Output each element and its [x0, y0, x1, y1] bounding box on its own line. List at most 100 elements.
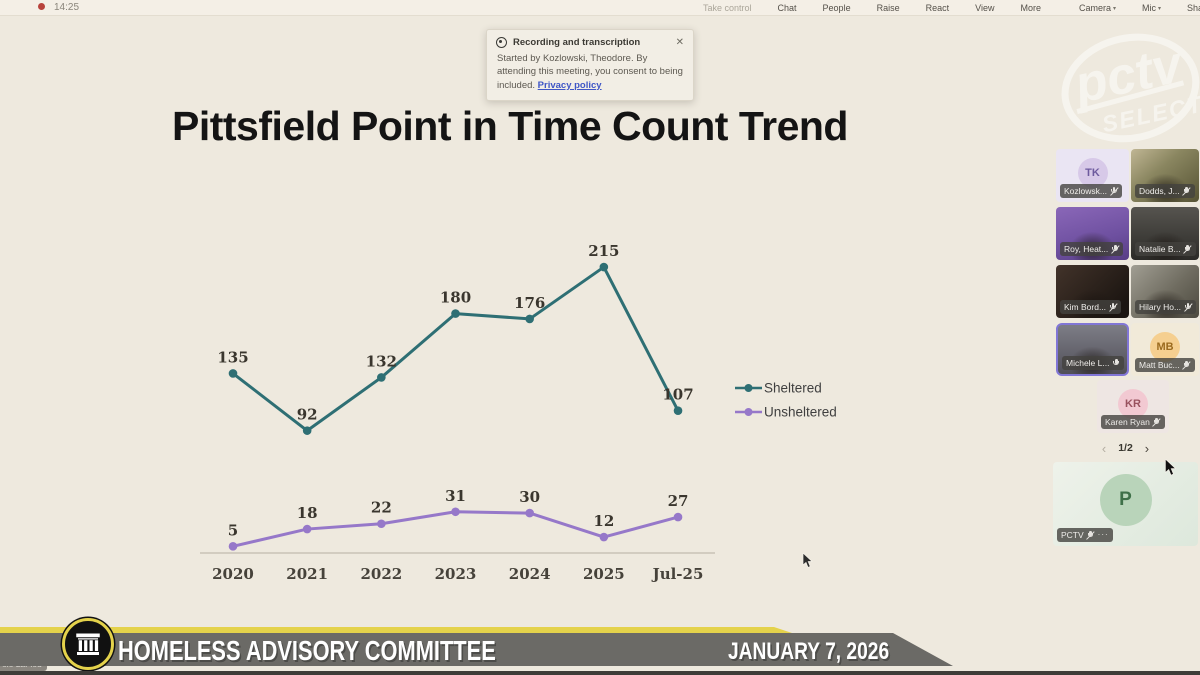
svg-text:22: 22 [371, 499, 392, 517]
mouse-cursor-icon [1165, 459, 1177, 476]
svg-text:Jul-25: Jul-25 [651, 565, 704, 583]
presenter-name-tag: ele LaFleu [0, 656, 47, 671]
svg-text:2024: 2024 [509, 565, 551, 583]
take-control-button[interactable]: Take control [703, 3, 752, 13]
mic-muted-icon [1183, 244, 1192, 254]
video-letterbox-edge [0, 671, 1200, 675]
participant-name-tag: Matt Buc... [1135, 358, 1195, 372]
participant-tile-hilary[interactable]: Hilary Ho... [1131, 265, 1199, 318]
trend-chart: 2020 2021 2022 2023 2024 2025 Jul-25 135 92 132 18… [200, 242, 837, 583]
close-icon[interactable]: ✕ [675, 37, 684, 48]
more-options-icon[interactable]: ··· [1097, 530, 1109, 539]
toast-title: Recording and transcription [513, 37, 641, 48]
svg-text:2021: 2021 [286, 565, 328, 583]
participant-tile-matt[interactable]: MB Matt Buc... [1131, 323, 1199, 376]
participant-tile-natalie[interactable]: Natalie B... [1131, 207, 1199, 260]
svg-text:18: 18 [297, 504, 318, 522]
banner-yellow-stripe [0, 627, 792, 633]
svg-text:135: 135 [217, 348, 248, 366]
chat-button[interactable]: Chat [777, 3, 797, 13]
slide-title: Pittsfield Point in Time Count Trend [172, 103, 848, 149]
svg-text:132: 132 [366, 352, 397, 370]
avatar-initials: MB [1156, 340, 1174, 353]
participant-name-tag: Michele L... [1062, 356, 1125, 370]
chevron-down-icon[interactable]: ▾ [1158, 6, 1162, 12]
camera-button[interactable]: Camera ▾ [1066, 3, 1129, 15]
mic-muted-icon [1152, 417, 1162, 427]
svg-text:Unsheltered: Unsheltered [764, 405, 837, 420]
meeting-toolbar: 14:25 Take control Chat People Raise Rea… [0, 0, 1200, 16]
participant-name-tag: Karen Ryan [1101, 415, 1165, 429]
chevron-right-icon[interactable]: › [1144, 440, 1150, 456]
more-button[interactable]: More [1020, 3, 1041, 13]
chevron-left-icon[interactable]: ‹ [1101, 440, 1107, 456]
participant-name-tag: Dodds, J... [1135, 184, 1195, 198]
banner-date: JANUARY 7, 2026 [728, 638, 890, 665]
record-icon [496, 37, 507, 48]
svg-text:2023: 2023 [435, 565, 477, 583]
watermark-line1: pctv [1068, 35, 1190, 115]
svg-text:2022: 2022 [360, 565, 402, 583]
mic-muted-icon [1182, 186, 1191, 196]
svg-text:215: 215 [588, 242, 619, 260]
participant-name-tag: Kozlowsk... [1060, 184, 1122, 198]
toast-body: Started by Kozlowski, Theodore. By atten… [487, 51, 693, 100]
camera-label: Camera [1078, 3, 1111, 13]
chevron-down-icon[interactable]: ▾ [1113, 6, 1117, 12]
avatar: TK [1077, 157, 1108, 188]
mic-muted-icon [1086, 530, 1096, 540]
city-seal-logo [62, 618, 114, 670]
avatar: KR [1118, 388, 1148, 419]
svg-text:176: 176 [514, 294, 545, 312]
raise-button[interactable]: Raise [876, 3, 900, 13]
svg-text:31: 31 [445, 487, 466, 505]
watermark-line2: SELECT [1100, 91, 1200, 138]
participant-tile-pctv[interactable]: P PCTV ··· [1053, 462, 1198, 546]
svg-text:2020: 2020 [212, 565, 254, 583]
mic-button[interactable]: Mic ▾ [1129, 3, 1174, 15]
share-button[interactable]: Share [1187, 3, 1200, 13]
participant-name-tag: Hilary Ho... [1135, 300, 1197, 314]
svg-text:Sheltered: Sheltered [764, 381, 822, 396]
page-indicator: 1/2 [1118, 442, 1133, 454]
participant-tile-michele[interactable]: Michele L... [1056, 323, 1129, 376]
people-button[interactable]: People [822, 3, 851, 13]
svg-text:107: 107 [662, 386, 693, 404]
mic-muted-icon [1110, 244, 1120, 254]
mic-muted-icon [1183, 302, 1193, 312]
svg-text:5: 5 [228, 521, 238, 539]
avatar: MB [1150, 331, 1180, 362]
recording-indicator-icon [38, 2, 45, 10]
temple-icon [76, 633, 100, 655]
mic-on-icon [1112, 358, 1120, 368]
toast-text: Started by Kozlowski, Theodore. By atten… [497, 53, 683, 91]
banner-title: HOMELESS ADVISORY COMMITTEE [118, 635, 496, 666]
participant-tile-karen[interactable]: KR Karen Ryan [1097, 380, 1169, 433]
mic-muted-icon [1182, 360, 1191, 370]
participant-name-tag: Kim Bord... [1060, 300, 1122, 314]
svg-text:12: 12 [593, 512, 614, 530]
svg-text:30: 30 [519, 488, 540, 506]
svg-text:2025: 2025 [583, 565, 625, 583]
avatar: P [1099, 473, 1152, 526]
trend-chart-container: 2020 2021 2022 2023 2024 2025 Jul-25 135 92 132 18… [150, 228, 870, 596]
mic-label: Mic [1142, 3, 1157, 13]
svg-text:27: 27 [668, 492, 689, 510]
svg-text:92: 92 [297, 406, 318, 424]
recording-toast: Recording and transcription ✕ Started by… [486, 29, 694, 101]
lower-third-banner: HOMELESS ADVISORY COMMITTEE JANUARY 7, 2… [0, 618, 1200, 675]
participant-tile-kim[interactable]: Kim Bord... [1056, 265, 1129, 318]
participant-tile-roy[interactable]: Roy, Heat... [1056, 207, 1129, 260]
avatar-initials: P [1119, 488, 1132, 510]
participant-tile-kozlowski[interactable]: TK Kozlowsk... [1056, 149, 1129, 202]
meeting-time: 14:25 [54, 2, 80, 13]
participant-tile-dodds[interactable]: Dodds, J... [1131, 149, 1199, 202]
pctv-select-watermark: pctv SELECT [1061, 33, 1200, 143]
privacy-policy-link[interactable]: Privacy policy [537, 79, 602, 91]
mic-muted-icon [1108, 302, 1118, 312]
avatar-initials: KR [1125, 397, 1141, 410]
participant-name-tag: Roy, Heat... [1060, 242, 1124, 256]
view-button[interactable]: View [975, 3, 995, 13]
banner-gray-bar [0, 633, 953, 666]
react-button[interactable]: React [925, 3, 950, 13]
